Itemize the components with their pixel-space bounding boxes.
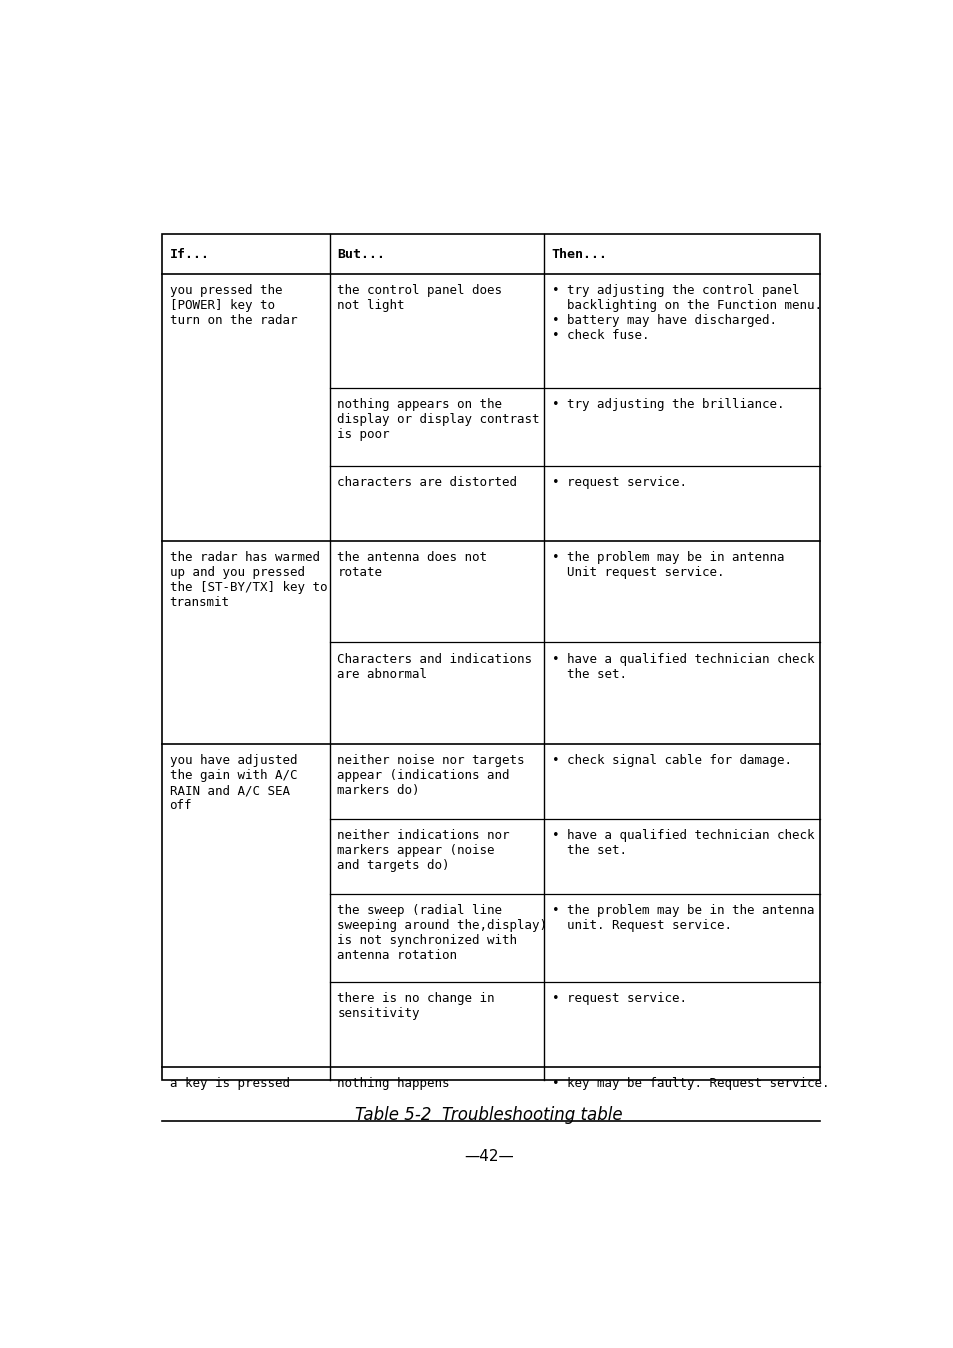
Text: neither indications nor
markers appear (noise
and targets do): neither indications nor markers appear (… <box>337 829 509 872</box>
Text: • try adjusting the brilliance.: • try adjusting the brilliance. <box>551 399 783 411</box>
Text: Table 5-2  Troubleshooting table: Table 5-2 Troubleshooting table <box>355 1105 622 1124</box>
Text: you pressed the
[POWER] key to
turn on the radar: you pressed the [POWER] key to turn on t… <box>170 284 296 328</box>
Text: Then...: Then... <box>551 248 607 260</box>
Text: • key may be faulty. Request service.: • key may be faulty. Request service. <box>551 1077 828 1091</box>
Text: the radar has warmed
up and you pressed
the [ST-BY/TX] key to
transmit: the radar has warmed up and you pressed … <box>170 551 327 609</box>
Text: you have adjusted
the gain with A/C
RAIN and A/C SEA
off: you have adjusted the gain with A/C RAIN… <box>170 755 296 813</box>
Text: • request service.: • request service. <box>551 992 686 1006</box>
Text: there is no change in
sensitivity: there is no change in sensitivity <box>337 992 495 1020</box>
Text: the control panel does
not light: the control panel does not light <box>337 284 502 313</box>
Text: • have a qualified technician check
  the set.: • have a qualified technician check the … <box>551 829 814 857</box>
Text: neither noise nor targets
appear (indications and
markers do): neither noise nor targets appear (indica… <box>337 755 524 798</box>
Text: • request service.: • request service. <box>551 476 686 489</box>
Text: If...: If... <box>170 248 210 260</box>
Text: nothing appears on the
display or display contrast
is poor: nothing appears on the display or displa… <box>337 399 539 441</box>
Text: But...: But... <box>337 248 385 260</box>
Text: the sweep (radial line
sweeping around the,display)
is not synchronized with
ant: the sweep (radial line sweeping around t… <box>337 905 547 962</box>
Text: characters are distorted: characters are distorted <box>337 476 517 489</box>
Text: a key is pressed: a key is pressed <box>170 1077 289 1091</box>
Text: nothing happens: nothing happens <box>337 1077 450 1091</box>
Text: —42—: —42— <box>463 1148 514 1163</box>
Text: the antenna does not
rotate: the antenna does not rotate <box>337 551 487 580</box>
Text: • check signal cable for damage.: • check signal cable for damage. <box>551 755 791 767</box>
Text: • the problem may be in the antenna
  unit. Request service.: • the problem may be in the antenna unit… <box>551 905 814 931</box>
Text: • try adjusting the control panel
  backlighting on the Function menu.
• battery: • try adjusting the control panel backli… <box>551 284 821 342</box>
Bar <box>162 235 820 1080</box>
Text: • have a qualified technician check
  the set.: • have a qualified technician check the … <box>551 652 814 681</box>
Text: Characters and indications
are abnormal: Characters and indications are abnormal <box>337 652 532 681</box>
Text: • the problem may be in antenna
  Unit request service.: • the problem may be in antenna Unit req… <box>551 551 783 580</box>
